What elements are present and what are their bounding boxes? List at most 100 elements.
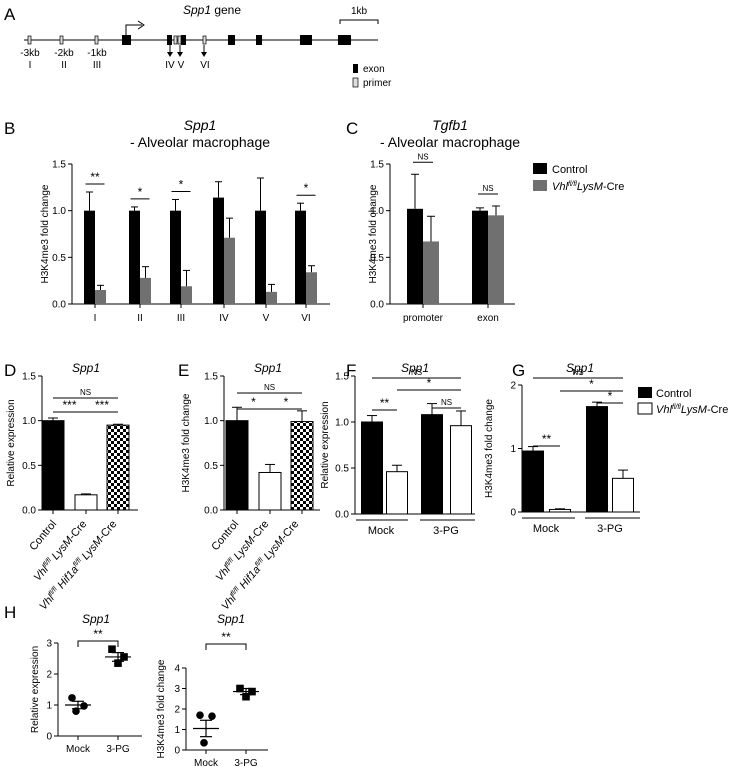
- chart-f-sig-3-label: NS: [411, 368, 422, 377]
- chart-h2-point-Mock: [208, 712, 216, 720]
- chart-b-xtick-label: VI: [301, 313, 310, 324]
- chart-f-ytick-label: 0.0: [335, 510, 349, 521]
- chart-f-group-label: 3-PG: [433, 525, 459, 537]
- chart-c-sig-promoter-label: NS: [417, 152, 428, 161]
- chart-b-bar-III-0: [170, 210, 181, 304]
- chart-e-bar-2: [290, 421, 314, 511]
- chart-d-ytick-label: 0.0: [22, 506, 36, 517]
- chart-h1-point-3-PG: [114, 659, 122, 667]
- chart-h2-point-Mock: [200, 739, 208, 747]
- chart-e-ylabel: H3K4me3 fold change: [181, 393, 192, 492]
- chart-d-xlabel-1: Vhlfl/fl LysM-Cre: [32, 518, 90, 583]
- chart-h1-ytick-label: 3: [46, 639, 52, 650]
- panel-letter-b: B: [4, 119, 15, 138]
- chart-e-ytick-label: 1.0: [204, 416, 218, 427]
- legend-top-mutant-label: Vhlfl/flLysM-Cre: [552, 181, 624, 193]
- panel-letter-f: F: [346, 361, 356, 380]
- chart-h1-xtick-label: Mock: [66, 744, 91, 755]
- gene-map: Spp1 gene -3kb I -2kb II -1kb III: [20, 3, 392, 89]
- panel-letter-g: G: [512, 361, 525, 380]
- chart-b-bar-IV-1: [224, 237, 235, 304]
- chart-h1-ylabel: Relative expression: [30, 646, 41, 733]
- legend-primer-swatch: [352, 77, 359, 88]
- chart-b-sig-VI-label: *: [304, 181, 309, 195]
- primer-arrow-label-v: V: [178, 60, 185, 71]
- primer-ii: [59, 35, 64, 45]
- chart-e-title: Spp1: [254, 361, 282, 375]
- chart-d-bar-1: [74, 494, 98, 511]
- chart-d-sig-1-label: ***: [95, 398, 109, 412]
- chart-h2-ylabel: H3K4me3 fold change: [156, 659, 167, 758]
- chart-h1-ytick-label: 2: [46, 670, 52, 681]
- chart-b-bar-III-1: [181, 286, 192, 304]
- chart-g-group-label: 3-PG: [597, 523, 623, 535]
- panel-letter-c: C: [346, 119, 358, 138]
- chart-h1-point-3-PG: [108, 645, 116, 653]
- chart-f-ylabel: Relative expression: [320, 401, 331, 488]
- chart-g-bar-3-PG-0: [586, 406, 608, 513]
- chart-h2-ytick-label: 2: [174, 705, 180, 716]
- chart-b-bar-IV-0: [213, 197, 224, 304]
- primer-i: [27, 35, 32, 45]
- chart-b-ytick-label: 1.5: [52, 160, 66, 171]
- chart-d-title: Spp1: [72, 361, 100, 375]
- primer-roman-1: I: [29, 60, 32, 71]
- exon-5: [256, 35, 262, 45]
- chart-b-ylabel: H3K4me3 fold change: [40, 184, 51, 283]
- scale-bar: [339, 19, 379, 24]
- chart-b-xtick-label: III: [177, 313, 185, 324]
- chart-b-xtick-label: V: [263, 313, 270, 324]
- legend-bottom-mutant-label: Vhlfl/flLysM-Cre: [656, 404, 728, 416]
- chart-d-ylabel: Relative expression: [6, 399, 17, 486]
- chart-f-bar-3-PG-0: [421, 414, 443, 515]
- chart-b-bar-II-1: [140, 277, 151, 304]
- chart-e-ytick-label: 1.5: [204, 372, 218, 383]
- chart-c-subtitle: - Alveolar macrophage: [380, 134, 520, 150]
- chart-b-sig-III-label: *: [179, 177, 184, 191]
- chart-d-x-labels: Control Vhlfl/fl LysM-Cre Vhlfl/fl Hif1a…: [27, 518, 119, 612]
- chart-b-bar-V-1: [266, 291, 277, 304]
- chart-g-group-label: Mock: [533, 523, 560, 535]
- chart-c-xtick-label: exon: [477, 313, 499, 324]
- chart-g-bar-Mock-0: [522, 450, 544, 513]
- chart-e: 0.0 0.5 1.0 1.5 H3K4me3 fold change Spp1 * * NS: [181, 361, 320, 517]
- chart-g-bar-3-PG-1: [612, 477, 634, 513]
- legend-bottom-control-label: Control: [656, 388, 691, 400]
- chart-b-bar-VI-0: [295, 210, 306, 304]
- primer-roman-2: II: [61, 60, 67, 71]
- chart-c-xtick-label: promoter: [403, 313, 444, 324]
- chart-h1-sig-label: **: [93, 627, 103, 641]
- chart-f-sig-0-label: **: [380, 396, 390, 410]
- legend-exon-label: exon: [363, 64, 385, 75]
- chart-h1-xtick-label: 3-PG: [106, 744, 130, 755]
- chart-g-sig-3-label: NS: [572, 368, 583, 377]
- chart-g-ytick-label: 0: [510, 508, 516, 519]
- chart-h1-ytick-label: 0: [46, 732, 52, 743]
- chart-c-bar-promoter-0: [407, 208, 423, 304]
- exon-4: [228, 35, 235, 45]
- chart-d-ytick-label: 1.5: [22, 372, 36, 383]
- primer-arrow-label-iv: IV: [165, 60, 175, 71]
- chart-h2-sig-bracket: [205, 643, 247, 650]
- chart-e-sig-2-label: NS: [264, 383, 275, 392]
- primer-v: [177, 35, 182, 45]
- primer-roman-3: III: [93, 60, 101, 71]
- primer-arrow-iv: [167, 45, 173, 57]
- legend-top-mutant-swatch: [533, 180, 547, 191]
- chart-b-subtitle: - Alveolar macrophage: [130, 134, 270, 150]
- chart-f-group-label: Mock: [368, 525, 395, 537]
- chart-h2-ytick-label: 1: [174, 725, 180, 736]
- legend-bottom-mutant-swatch: [637, 402, 653, 415]
- transcription-start-arrowhead: [137, 20, 145, 30]
- chart-c-ytick-label: 1.0: [370, 206, 384, 217]
- chart-f-ytick-label: 1.5: [335, 372, 349, 383]
- exon-6: [300, 35, 312, 45]
- panel-letter-d: D: [4, 361, 16, 380]
- primer-arrow-label-vi: VI: [200, 60, 209, 71]
- chart-b-bar-I-1: [95, 290, 106, 304]
- chart-b-bar-I-0: [84, 210, 95, 304]
- exon-3: [181, 35, 186, 45]
- panel-letter-e: E: [178, 361, 189, 380]
